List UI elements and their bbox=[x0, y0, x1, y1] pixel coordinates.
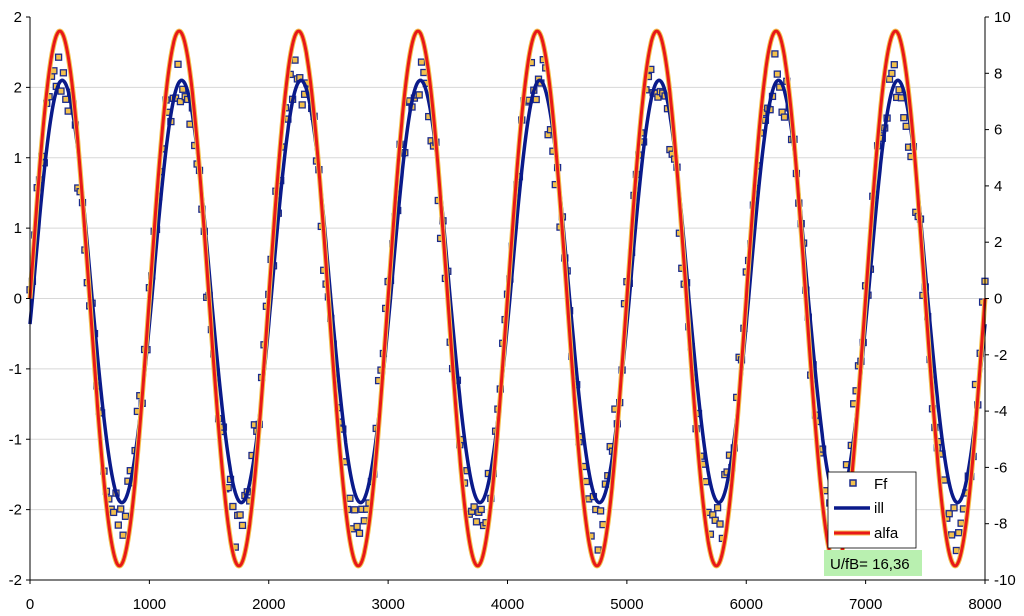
ff-point bbox=[59, 69, 68, 77]
left-tick-label: -1 bbox=[9, 361, 22, 378]
x-tick-label: 2000 bbox=[252, 596, 285, 613]
legend: Ff ill alfa bbox=[827, 471, 917, 549]
left-tick-label: 1 bbox=[14, 150, 22, 167]
ff-point bbox=[472, 518, 481, 526]
ff-point bbox=[477, 505, 485, 514]
left-tick-label: 0 bbox=[14, 291, 22, 308]
x-tick-label: 5000 bbox=[610, 596, 643, 613]
ff-point bbox=[888, 69, 896, 78]
ff-point bbox=[121, 512, 130, 520]
ff-point bbox=[238, 521, 247, 530]
right-tick-label: -6 bbox=[994, 459, 1007, 476]
x-tick-label: 7000 bbox=[849, 596, 882, 613]
annotation: U/fB= 16,36 bbox=[824, 550, 922, 576]
right-axis-ticks: 10 8 6 4 2 0 -2 -4 -6 -8 -10 bbox=[985, 9, 1016, 589]
x-tick-label: 8000 bbox=[968, 596, 1001, 613]
right-tick-label: -4 bbox=[994, 403, 1007, 420]
ff-point bbox=[54, 53, 63, 61]
ff-point bbox=[417, 58, 426, 66]
ff-point bbox=[902, 122, 910, 130]
right-tick-label: 2 bbox=[994, 234, 1002, 251]
ff-point bbox=[771, 50, 779, 58]
gridlines bbox=[30, 86, 985, 511]
ff-point bbox=[596, 507, 605, 515]
x-axis-ticks: 0 1000 2000 3000 4000 5000 6000 7000 8000 bbox=[26, 580, 1002, 613]
ff-point bbox=[298, 101, 306, 109]
ff-point bbox=[119, 531, 127, 539]
ff-point bbox=[117, 505, 125, 513]
legend-marker-ff bbox=[849, 479, 857, 487]
ff-point bbox=[64, 107, 72, 115]
left-tick-label: 2 bbox=[14, 9, 22, 26]
annotation-text: U/fB= 16,36 bbox=[830, 556, 910, 573]
ff-point bbox=[890, 61, 898, 69]
left-tick-label: -2 bbox=[9, 502, 22, 519]
left-axis-ticks: 2 2 1 1 0 -1 -1 -2 -2 bbox=[9, 9, 30, 589]
ff-point bbox=[62, 95, 70, 103]
legend-label-alfa: alfa bbox=[874, 525, 899, 542]
ff-point bbox=[346, 494, 354, 502]
ff-point bbox=[594, 546, 602, 554]
ff-point bbox=[114, 521, 122, 529]
x-tick-label: 4000 bbox=[491, 596, 524, 613]
series-alfa-line bbox=[27, 28, 988, 569]
ff-point bbox=[950, 504, 958, 512]
ff-point bbox=[947, 531, 956, 539]
right-tick-label: -8 bbox=[994, 516, 1007, 533]
legend-box bbox=[827, 471, 917, 549]
ff-point bbox=[955, 529, 963, 537]
ff-point bbox=[360, 517, 368, 525]
ff-point bbox=[773, 70, 781, 78]
left-tick-label: -1 bbox=[9, 431, 22, 448]
ff-point bbox=[532, 95, 540, 104]
ff-point bbox=[109, 508, 118, 517]
right-tick-label: 0 bbox=[994, 291, 1002, 308]
ff-point bbox=[415, 91, 423, 99]
ff-point bbox=[236, 511, 244, 519]
x-tick-label: 3000 bbox=[371, 596, 404, 613]
ff-point bbox=[716, 520, 724, 528]
ff-point bbox=[351, 506, 359, 514]
x-tick-label: 6000 bbox=[730, 596, 763, 613]
ff-point bbox=[355, 529, 364, 537]
ff-point bbox=[885, 75, 894, 83]
left-tick-label: 1 bbox=[14, 220, 22, 237]
ff-point bbox=[176, 97, 185, 106]
ff-point bbox=[952, 546, 961, 555]
ff-point bbox=[353, 522, 361, 531]
left-tick-label: 2 bbox=[14, 79, 22, 96]
left-tick-label: -2 bbox=[9, 572, 22, 589]
alfa-line bbox=[28, 29, 987, 568]
ff-point bbox=[229, 502, 237, 511]
x-tick-label: 1000 bbox=[133, 596, 166, 613]
ff-point bbox=[780, 113, 789, 121]
right-tick-label: 4 bbox=[994, 178, 1002, 195]
ff-point bbox=[957, 519, 965, 527]
ff-point bbox=[900, 114, 908, 122]
right-tick-label: -10 bbox=[994, 572, 1016, 589]
right-tick-label: 10 bbox=[994, 9, 1011, 26]
right-tick-label: 8 bbox=[994, 65, 1002, 82]
ff-point bbox=[945, 510, 953, 518]
legend-label-ill: ill bbox=[874, 500, 884, 517]
annotation-box bbox=[824, 550, 922, 576]
right-tick-label: 6 bbox=[994, 122, 1002, 139]
ff-point bbox=[470, 503, 478, 511]
right-tick-label: -2 bbox=[994, 347, 1007, 364]
ff-point bbox=[713, 504, 722, 512]
ff-point bbox=[291, 56, 299, 64]
ff-point bbox=[174, 60, 182, 68]
legend-label-ff: Ff bbox=[874, 476, 888, 493]
ff-point bbox=[711, 516, 719, 524]
x-tick-label: 0 bbox=[26, 596, 34, 613]
ff-point bbox=[57, 87, 65, 95]
